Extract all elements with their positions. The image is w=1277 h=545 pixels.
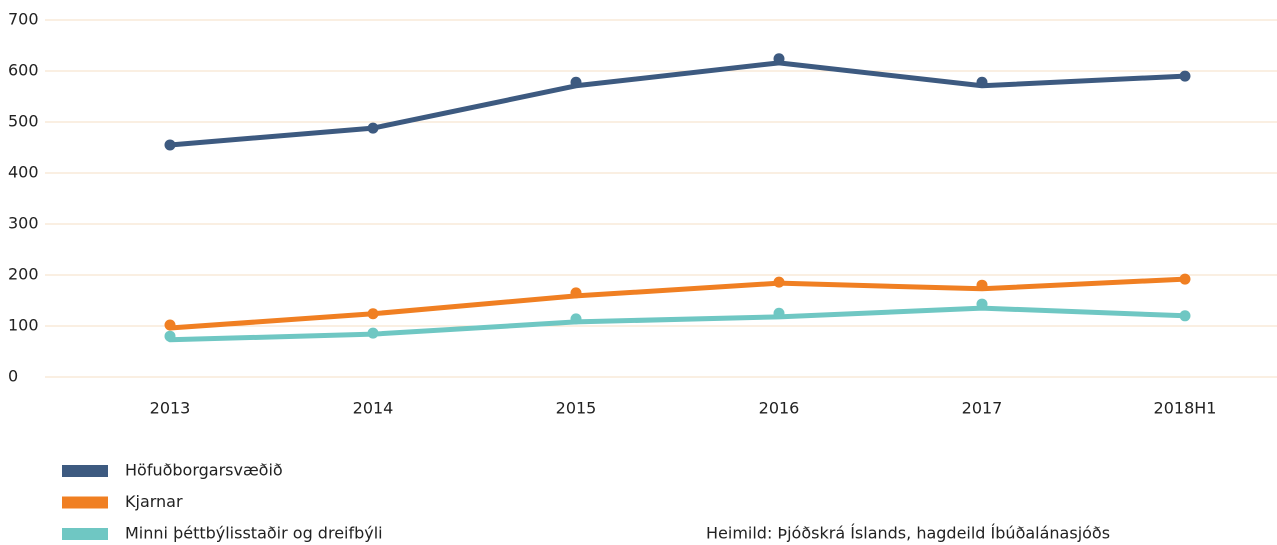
x-tick-label: 2017 [962, 399, 1003, 418]
legend-label: Höfuðborgarsvæðið [125, 461, 283, 480]
data-point [367, 327, 379, 339]
x-tick-label: 2015 [556, 399, 597, 418]
data-point [1179, 310, 1191, 322]
data-point [164, 319, 176, 331]
legend-swatch [62, 528, 108, 540]
data-point [773, 276, 785, 288]
y-tick-label: 300 [8, 214, 39, 233]
x-tick-label: 2016 [759, 399, 800, 418]
series-line [167, 60, 1188, 148]
data-point [570, 313, 582, 325]
y-tick-label: 600 [8, 61, 39, 80]
y-tick-label: 100 [8, 316, 39, 335]
data-point [164, 330, 176, 342]
y-tick-label: 700 [8, 10, 39, 29]
y-tick-label: 500 [8, 112, 39, 131]
data-point [773, 53, 785, 65]
data-point [164, 139, 176, 151]
data-point [976, 76, 988, 88]
source-note: Heimild: Þjóðskrá Íslands, hagdeild Íbúð… [706, 524, 1110, 543]
series-line [167, 276, 1188, 331]
data-point [367, 308, 379, 320]
data-point [367, 122, 379, 134]
data-point [976, 298, 988, 310]
y-tick-label: 400 [8, 163, 39, 182]
legend-swatch [62, 496, 108, 509]
legend-label: Kjarnar [125, 492, 183, 511]
data-point [773, 307, 785, 319]
x-tick-label: 2018H1 [1154, 399, 1217, 418]
data-point [976, 279, 988, 291]
y-tick-label: 0 [8, 367, 18, 386]
y-tick-label: 200 [8, 265, 39, 284]
data-point [1179, 273, 1191, 285]
data-point [570, 76, 582, 88]
data-point [570, 287, 582, 299]
x-tick-label: 2013 [150, 399, 191, 418]
series-line [167, 305, 1188, 343]
legend-swatch [62, 465, 108, 477]
x-tick-label: 2014 [353, 399, 394, 418]
data-point [1179, 70, 1191, 82]
legend-label: Minni þéttbýlisstaðir og dreifbýli [125, 524, 383, 543]
